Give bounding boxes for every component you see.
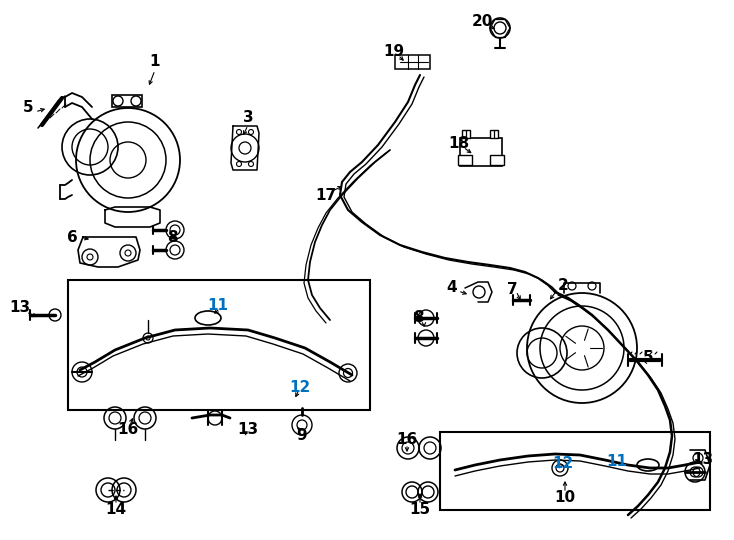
Text: 9: 9: [297, 428, 308, 442]
Text: 16: 16: [396, 433, 418, 448]
Text: 5: 5: [643, 350, 653, 366]
Text: 17: 17: [316, 187, 337, 202]
Text: 8: 8: [167, 230, 178, 245]
Text: 12: 12: [553, 456, 574, 470]
Text: 18: 18: [448, 136, 470, 151]
Text: 10: 10: [554, 489, 575, 504]
Text: 13: 13: [692, 453, 713, 468]
Bar: [112, 95, 142, 107]
Text: 1: 1: [150, 55, 160, 70]
Bar: [490, 130, 498, 138]
Text: 11: 11: [208, 298, 228, 313]
Bar: [460, 138, 502, 166]
Bar: [68, 280, 370, 410]
Text: 11: 11: [606, 455, 628, 469]
Text: 5: 5: [23, 100, 33, 116]
Text: 14: 14: [106, 503, 126, 517]
Text: 20: 20: [471, 15, 493, 30]
Text: 3: 3: [243, 111, 253, 125]
Bar: [490, 155, 504, 165]
Bar: [440, 432, 710, 510]
Text: 13: 13: [10, 300, 31, 315]
Text: 15: 15: [410, 503, 431, 517]
Bar: [395, 55, 430, 69]
Text: 12: 12: [289, 381, 310, 395]
Text: 7: 7: [506, 281, 517, 296]
Text: 19: 19: [383, 44, 404, 58]
Bar: [462, 130, 470, 138]
Text: 2: 2: [558, 278, 568, 293]
Text: 16: 16: [117, 422, 139, 437]
Text: 13: 13: [237, 422, 258, 437]
Bar: [458, 155, 472, 165]
Text: 8: 8: [413, 310, 424, 326]
Text: 6: 6: [67, 230, 77, 245]
Text: 4: 4: [447, 280, 457, 294]
